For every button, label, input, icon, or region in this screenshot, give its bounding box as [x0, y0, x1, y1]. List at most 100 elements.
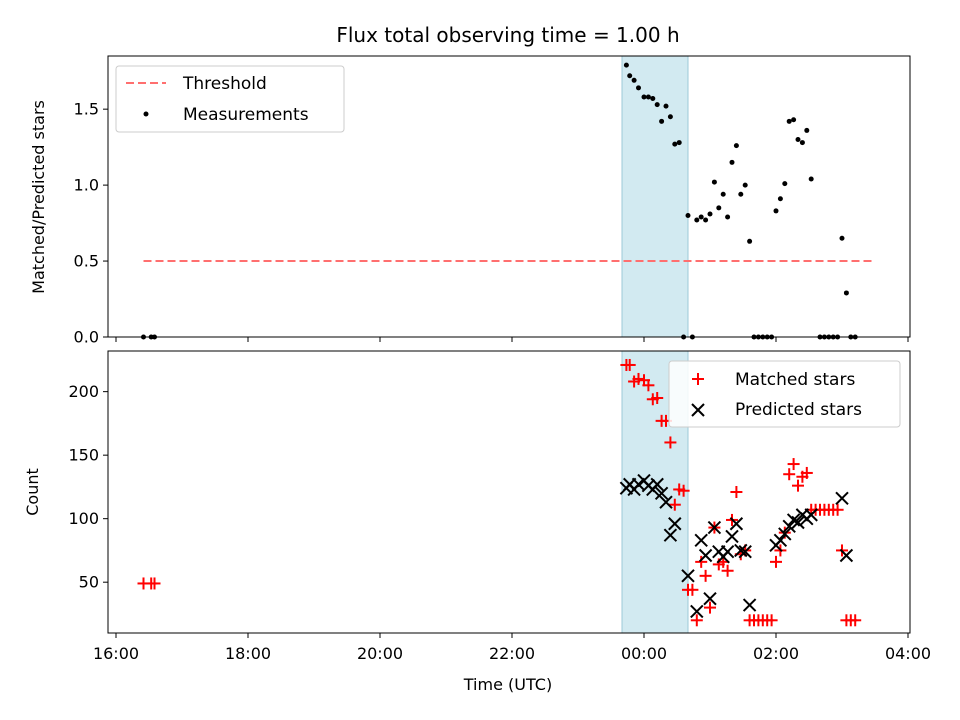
y-tick-label: 200 [68, 382, 99, 401]
legend-measurements-label: Measurements [183, 105, 309, 125]
predicted-star-point [690, 604, 704, 619]
matched-star-point [632, 372, 645, 385]
matched-star-point [642, 379, 655, 392]
top-axes-frame [107, 55, 911, 338]
x-tick-label: 18:00 [225, 644, 271, 663]
matched-star-point [783, 468, 796, 481]
matched-star-point [792, 479, 804, 492]
legend-measurements-swatch [143, 111, 149, 117]
measurement-point [685, 212, 691, 218]
bottom-axes-frame [107, 350, 911, 634]
matched-star-point [765, 614, 778, 627]
legend-predicted-swatch [691, 403, 705, 417]
measurement-point [733, 143, 739, 149]
predicted-star-point [654, 486, 669, 500]
legend-matched-swatch [692, 373, 704, 385]
matched-star-point [699, 569, 712, 582]
measurement-point [672, 141, 678, 147]
legend-matched-label: Matched stars [735, 370, 855, 390]
measurement-point [777, 196, 783, 202]
predicted-star-point [729, 517, 744, 531]
x-axis-label: Time (UTC) [463, 675, 552, 694]
measurement-point [654, 102, 660, 108]
bottom-x-ticks: 16:00 18:00 20:00 22:00 00:00 02:00 04:00 [93, 633, 931, 663]
y-tick-label: 0.0 [74, 328, 99, 347]
top-y-axis-label: Matched/Predicted stars [29, 100, 48, 294]
matched-star-point [787, 458, 800, 471]
measurement-point [716, 205, 722, 211]
top-x-ticks [115, 337, 909, 342]
y-tick-label: 100 [68, 509, 99, 528]
predicted-star-point [782, 519, 796, 534]
y-tick-label: 50 [79, 573, 99, 592]
measurement-point [738, 191, 744, 197]
matched-star-point [651, 392, 664, 404]
measurement-point [791, 117, 797, 123]
matched-star-point [800, 466, 813, 479]
top-panel: 0.0 0.5 1.0 1.5 Matched/Predicted stars Thr… [29, 55, 911, 347]
measurement-point [782, 181, 788, 187]
measurement-point [645, 94, 651, 100]
predicted-star-point [681, 569, 695, 583]
predicted-star-point [703, 591, 717, 606]
measurement-point [839, 235, 845, 241]
predicted-star-point [650, 477, 664, 492]
x-tick-label: 22:00 [489, 644, 535, 663]
measurement-point [641, 94, 647, 100]
x-tick-label: 20:00 [357, 644, 403, 663]
y-tick-label: 150 [68, 446, 99, 465]
measurement-point [843, 290, 849, 296]
matched-star-point [704, 601, 716, 614]
bottom-legend: Matched stars Predicted stars [668, 360, 901, 428]
matched-star-point [695, 555, 708, 568]
bottom-y-axis-label: Count [23, 468, 42, 516]
measurement-point [659, 118, 665, 124]
measurement-point [786, 118, 792, 124]
measurement-point [676, 140, 682, 146]
matched-star-point [664, 436, 677, 449]
y-tick-label: 1.0 [74, 176, 99, 195]
bottom-legend-box [668, 360, 901, 428]
predicted-star-point [720, 544, 735, 559]
matched-star-point [148, 577, 161, 590]
measurement-point [667, 114, 673, 120]
top-legend-box [115, 65, 345, 133]
measurement-point [799, 140, 805, 146]
top-legend: Threshold Measurements [115, 65, 345, 133]
measurement-point [703, 217, 709, 223]
matched-star-point [849, 614, 862, 627]
matched-star-point [690, 614, 703, 627]
predicted-star-point [707, 520, 722, 535]
measurement-point [627, 73, 633, 79]
x-tick-label: 00:00 [621, 644, 667, 663]
legend-threshold-label: Threshold [182, 74, 267, 94]
y-tick-label: 0.5 [74, 252, 99, 271]
matched-star-point [730, 486, 743, 498]
measurement-points [141, 62, 858, 340]
measurement-point [698, 214, 704, 220]
measurement-point [808, 176, 814, 182]
measurement-point [729, 159, 735, 165]
x-tick-label: 16:00 [93, 644, 139, 663]
predicted-star-point [778, 527, 792, 541]
predicted-star-point [659, 495, 673, 509]
predicted-star-point [698, 548, 713, 563]
measurement-point [711, 179, 717, 185]
predicted-star-point [734, 543, 748, 558]
matched-star-point [668, 498, 681, 511]
predicted-star-point [835, 491, 849, 506]
observing-window-shade-top [621, 55, 689, 338]
predicted-star-point [742, 598, 757, 612]
measurement-point [742, 182, 748, 188]
measurement-point [631, 77, 637, 83]
predicted-star-point [804, 508, 818, 522]
matched-star-point [623, 358, 636, 371]
predicted-star-point [663, 528, 678, 542]
predicted-star-point [694, 533, 708, 547]
measurement-point [623, 62, 629, 68]
y-tick-label: 1.5 [74, 100, 99, 119]
predicted-star-point [668, 517, 682, 531]
predicted-star-point [738, 544, 752, 559]
predicted-star-point [839, 548, 854, 563]
